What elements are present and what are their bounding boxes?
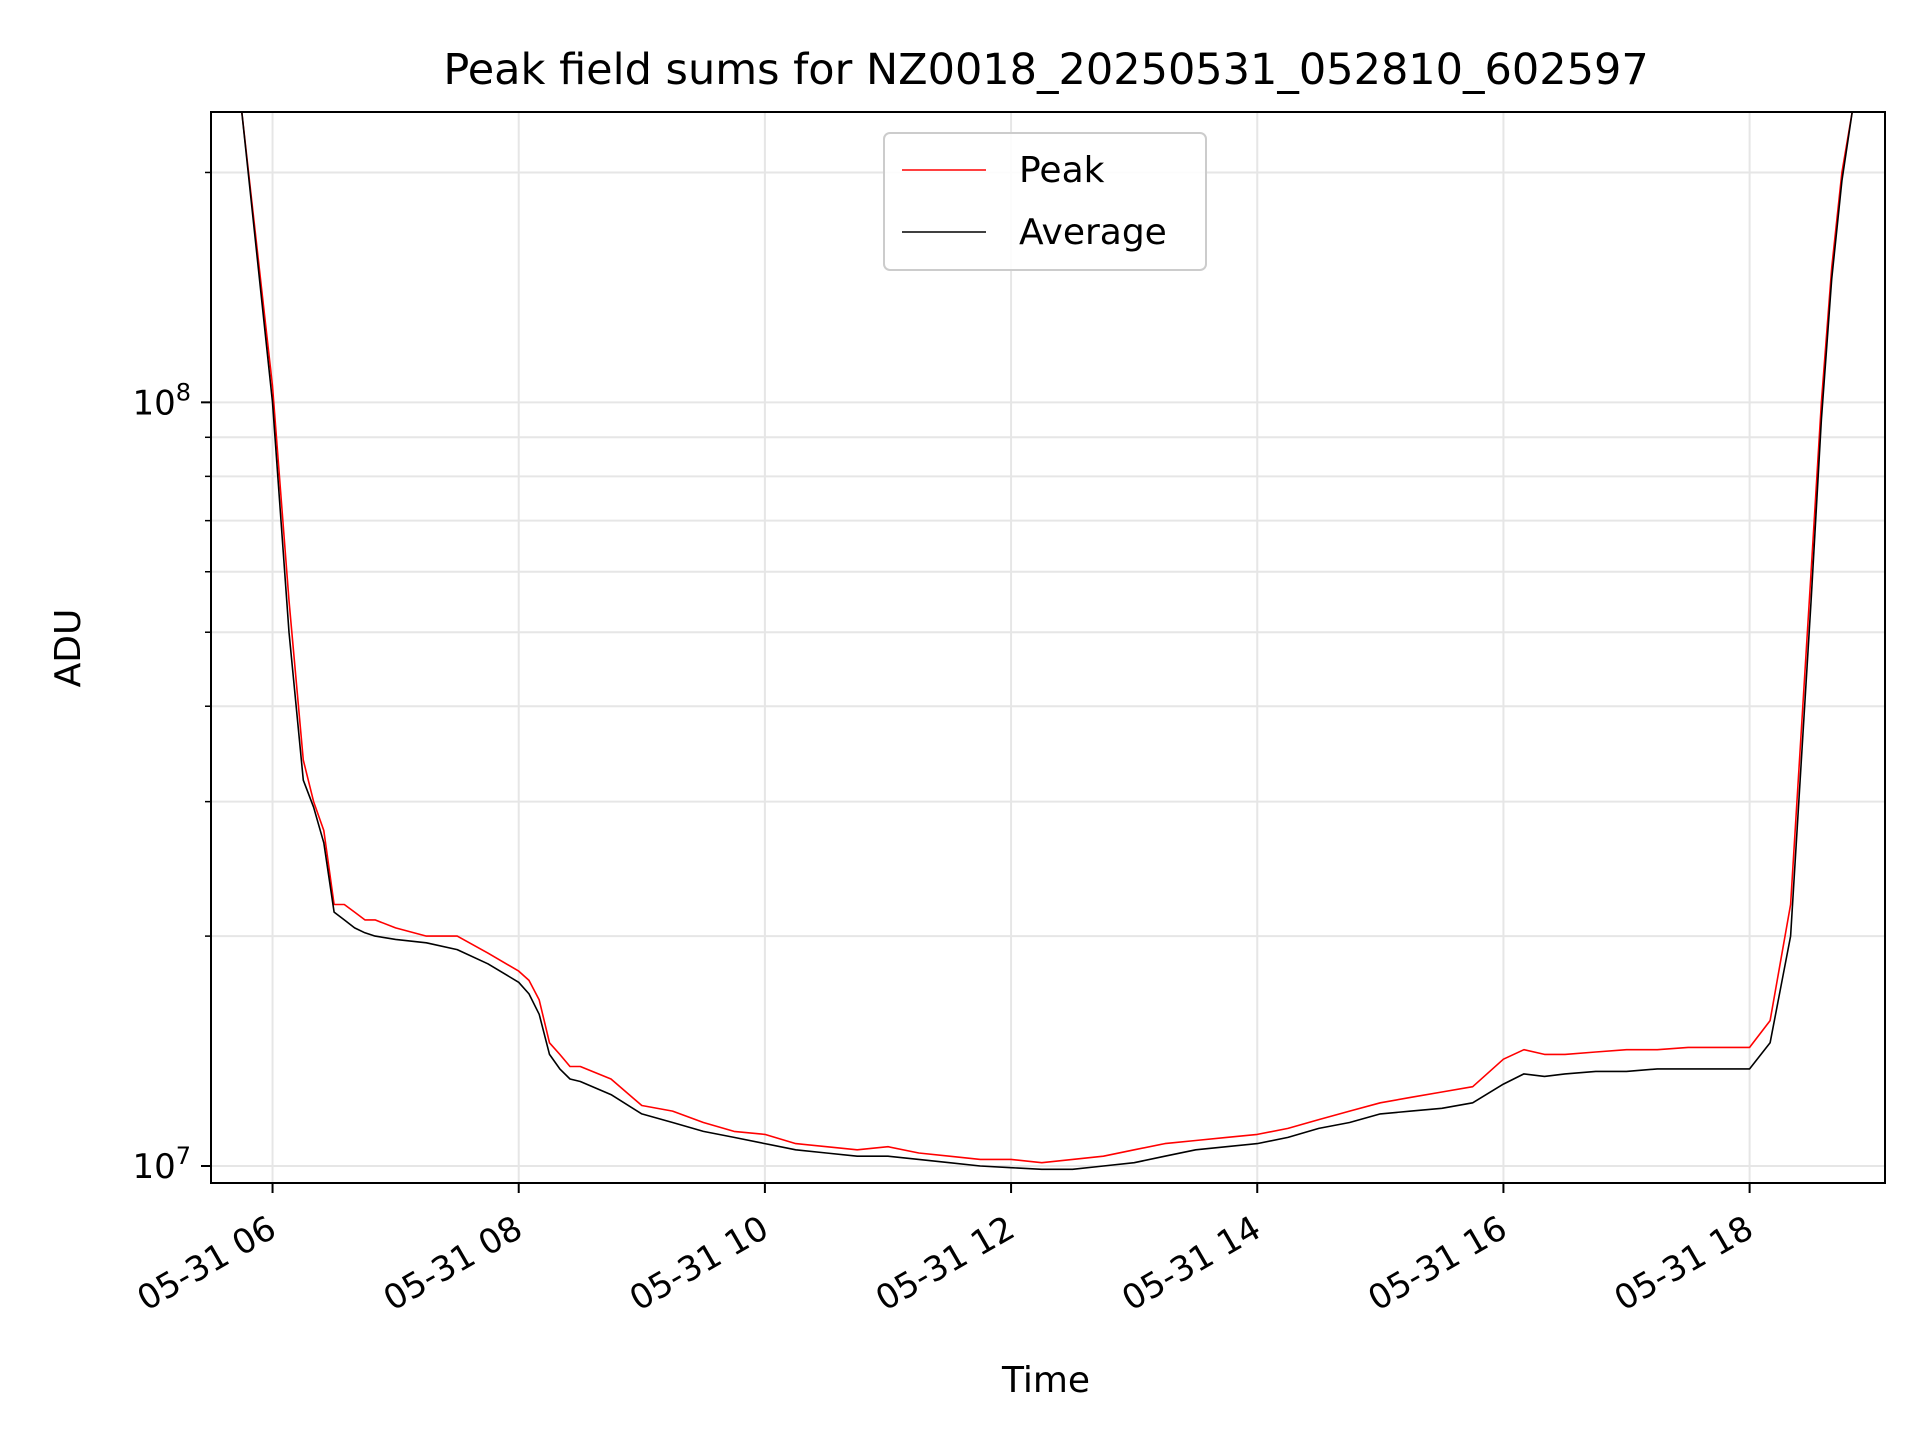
- legend-label-average: Average: [1019, 212, 1167, 253]
- x-axis-label: Time: [1001, 1360, 1090, 1401]
- grid: [211, 112, 1885, 1183]
- series-line-peak: [211, 112, 1885, 1164]
- series-line-average: [211, 112, 1885, 1171]
- plot-frame: [210, 111, 1886, 1184]
- y-axis-label: ADU: [48, 609, 89, 688]
- legend-box: [883, 132, 1207, 271]
- legend: Peak Average: [883, 132, 1207, 271]
- y-tick-label: 108: [132, 378, 191, 423]
- chart-title: Peak field sums for NZ0018_20250531_0528…: [443, 45, 1648, 95]
- legend-label-peak: Peak: [1019, 150, 1105, 191]
- y-tick-label: 107: [132, 1142, 191, 1187]
- series-group: [211, 112, 1885, 1171]
